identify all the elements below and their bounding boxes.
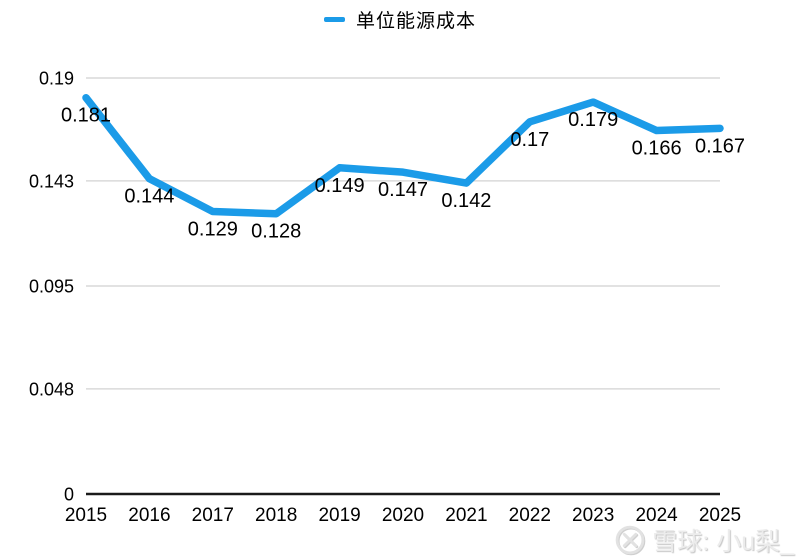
data-label: 0.181 <box>61 105 111 127</box>
data-label: 0.129 <box>188 219 238 241</box>
legend-label: 单位能源成本 <box>355 11 476 32</box>
data-label: 0.17 <box>510 129 549 151</box>
legend-line-marker <box>323 17 345 22</box>
x-tick-label: 2024 <box>635 505 678 526</box>
x-tick-label: 2022 <box>509 505 551 526</box>
x-tick-label: 2021 <box>445 505 487 526</box>
data-label: 0.166 <box>632 138 682 160</box>
series-line <box>82 93 724 218</box>
data-label: 0.167 <box>695 135 745 157</box>
x-tick-label: 2017 <box>192 505 234 526</box>
x-tick-label: 2025 <box>699 505 741 526</box>
x-tick-label: 2020 <box>382 505 424 526</box>
data-label: 0.142 <box>441 190 491 212</box>
y-tick-label: 0.143 <box>29 171 74 191</box>
data-label: 0.149 <box>315 175 365 197</box>
y-tick-label: 0.048 <box>29 379 74 399</box>
x-tick-label: 2016 <box>128 505 170 526</box>
data-label: 0.179 <box>568 109 618 131</box>
data-label: 0.147 <box>378 179 428 201</box>
y-tick-label: 0 <box>64 485 74 505</box>
legend: 单位能源成本 <box>0 6 800 33</box>
x-tick-label: 2023 <box>572 505 614 526</box>
y-tick-label: 0.19 <box>39 69 74 89</box>
y-tick-label: 0.095 <box>29 277 74 297</box>
x-tick-label: 2019 <box>318 505 360 526</box>
data-label: 0.144 <box>124 186 174 208</box>
data-label: 0.128 <box>251 221 301 243</box>
x-tick-label: 2018 <box>255 505 297 526</box>
x-tick-label: 2015 <box>65 505 107 526</box>
